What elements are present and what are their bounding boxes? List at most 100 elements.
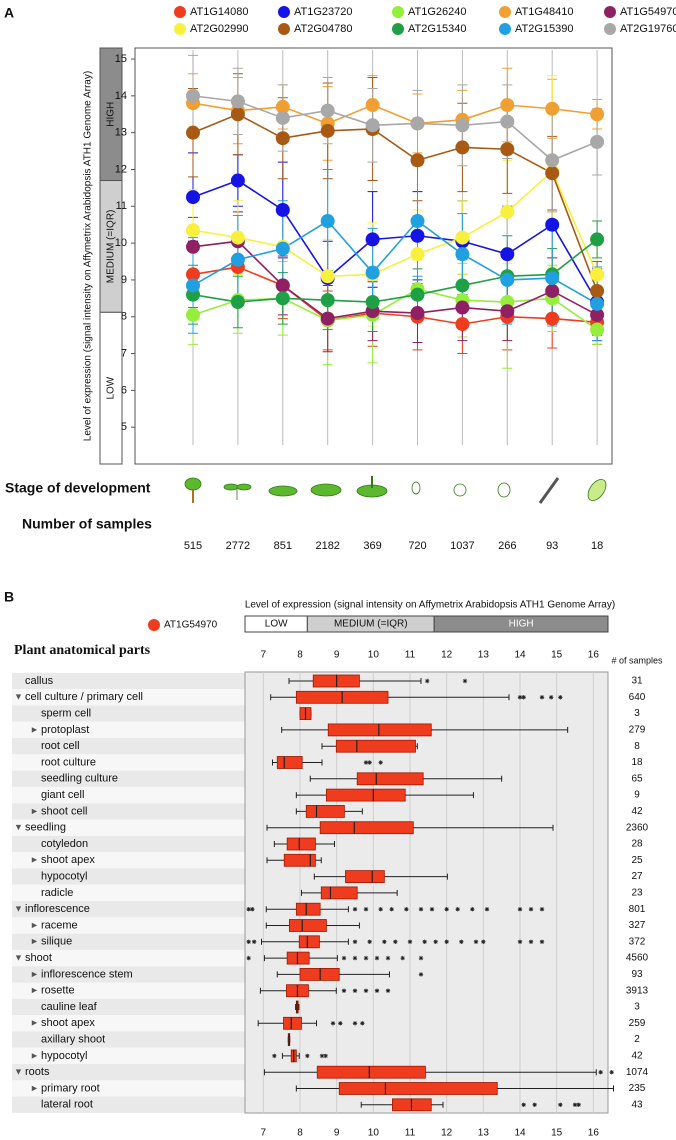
box-plot-area [244,671,609,1114]
row-background [12,868,245,885]
whisker-cap [281,726,569,733]
data-point [455,300,470,315]
row-background [12,933,245,950]
row-background [12,852,245,869]
row-label: seedling culture [41,773,118,785]
y-tick-label: 15 [115,53,127,65]
data-point [275,291,290,306]
data-point [590,322,605,337]
x-tick-label: 13 [478,1128,490,1139]
outlier [532,1102,537,1107]
whisker-cap [259,987,337,994]
band-label: LOW [265,619,288,630]
row-count: 27 [631,871,643,882]
data-point [545,311,560,326]
outlier [539,939,545,944]
outlier [352,939,358,944]
row-count: 31 [631,676,643,687]
data-point [230,107,245,122]
row-label: hypocotyl [41,871,87,883]
data-point [186,239,200,254]
row-label: cell culture / primary cell [25,691,143,703]
whisker-cap [272,759,323,766]
whisker-cap [295,1085,614,1092]
outlier [352,907,358,912]
data-point [455,278,470,293]
outlier [374,988,380,993]
outlier [389,907,394,912]
row-count: 2 [634,1034,640,1045]
outlier [528,939,534,944]
whisker-cap [295,1004,300,1010]
row-background [12,672,245,690]
row-label: roots [25,1066,50,1078]
row-toggle: ► [30,969,39,979]
error-cap [277,84,288,152]
row-background [12,803,245,820]
data-point [590,283,605,298]
outlier [521,1102,526,1107]
outlier [425,678,430,684]
row-background [12,754,245,771]
outlier [251,939,257,944]
heading: Plant anatomical parts [14,643,151,658]
whisker-cap [273,841,335,847]
whisker-cap [270,694,510,701]
box [276,756,303,769]
whisker-cap [276,971,390,978]
row-toggle: ► [30,1018,39,1028]
data-point [500,204,515,219]
box [283,1016,302,1030]
row-toggle: ► [30,936,39,946]
y-tick-label: 7 [121,347,127,359]
row-count: 1074 [626,1067,649,1078]
data-point [545,153,560,168]
outlier [517,907,523,912]
row-label: rosette [41,985,75,997]
whisker-cap [313,873,448,880]
outlier [250,907,255,912]
outlier [378,907,383,912]
x-tick-label: 11 [405,1128,416,1139]
series-line [192,102,598,125]
outlier [367,760,372,765]
outlier [272,1053,277,1059]
box [286,837,316,851]
x-tick-label: 8 [297,1128,303,1139]
outlier [246,907,251,912]
count-header: # of samples [611,655,663,665]
y-tick-label: 5 [121,421,127,433]
box [298,935,320,949]
row-background [12,1047,245,1065]
outlier [517,695,523,700]
row-count: 28 [631,839,643,850]
data-point [275,131,290,146]
legend-label: AT2G19760 [620,23,676,35]
band-label: HIGH [106,102,117,127]
legend-dot [392,23,404,35]
legend-dot [174,23,186,35]
whisker-cap [265,906,349,913]
data-point [455,317,470,332]
row-background [12,1096,245,1113]
row-label: radicle [41,887,73,899]
sample-count: 18 [591,540,603,552]
data-point [500,247,515,262]
whisker-cap [265,922,360,929]
outlier [558,1102,563,1107]
row-background [12,835,245,853]
outlier [352,955,358,961]
x-tick-label: 7 [261,650,267,661]
row-label: protoplast [41,724,89,736]
box [338,1082,498,1095]
row-count: 279 [629,725,646,736]
data-point [410,228,425,243]
sample-count: 720 [408,540,426,552]
band-label: LOW [106,376,117,399]
y-axis-label: Level of expression (signal intensity on… [83,71,94,441]
data-point [320,103,335,118]
row-background [12,901,245,918]
data-point [455,230,470,245]
row-label: root cell [41,740,80,752]
row-background [12,1064,245,1081]
